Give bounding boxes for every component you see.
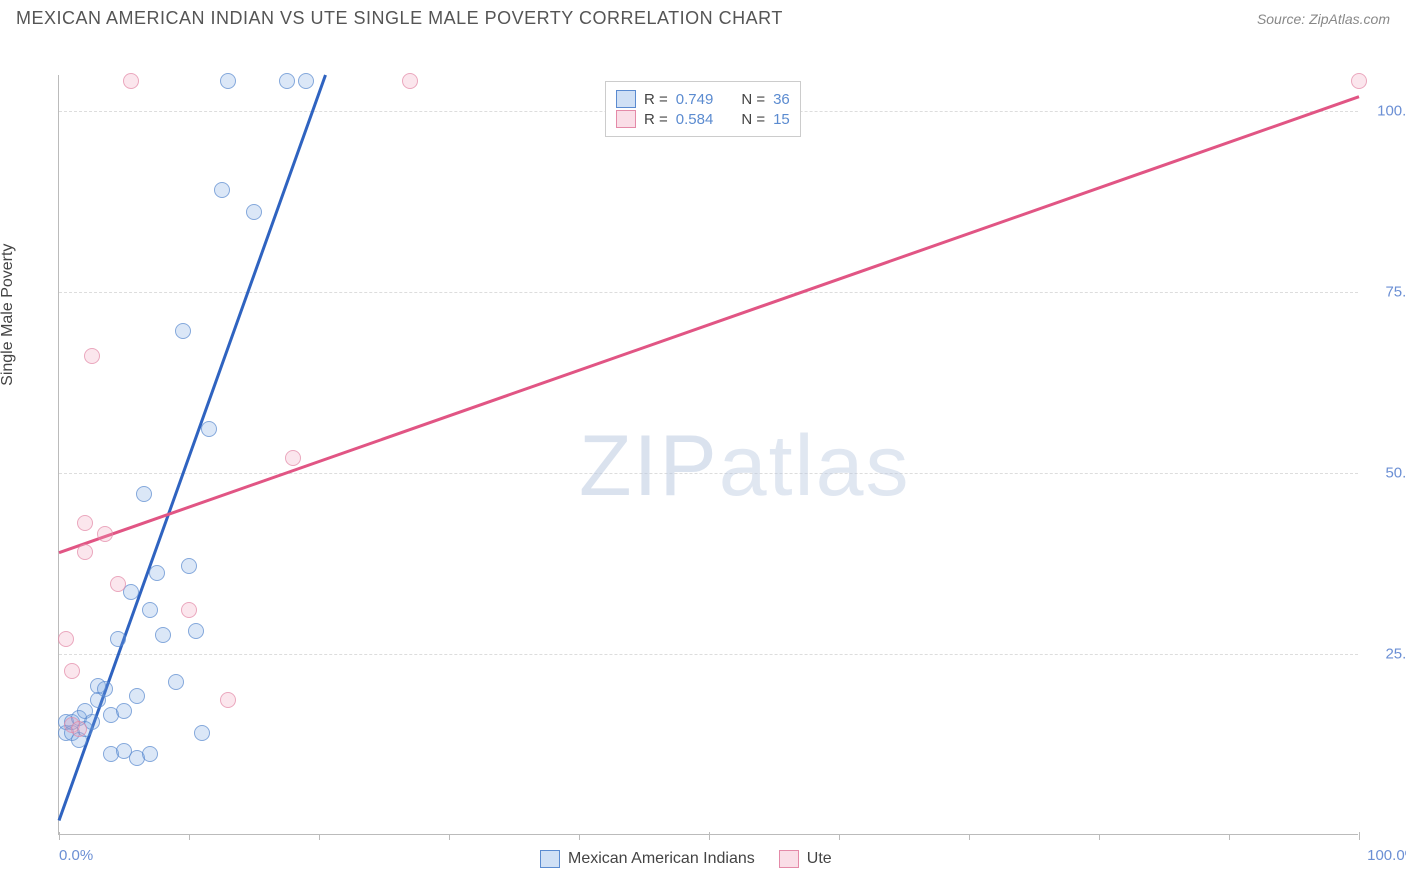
y-axis-label: Single Male Poverty [0,244,17,386]
legend-item: Mexican American Indians [540,850,755,868]
data-point [142,746,158,762]
data-point [181,558,197,574]
chart-container: Single Male Poverty 25.0%50.0%75.0%100.0… [16,33,1390,863]
legend-series-name: Ute [807,850,832,868]
data-point [402,73,418,89]
data-point [77,515,93,531]
data-point [58,631,74,647]
data-point [246,204,262,220]
y-tick-label: 75.0% [1385,284,1406,301]
x-tick-label: 0.0% [59,847,93,864]
legend-n-value: 15 [773,111,790,128]
data-point [149,565,165,581]
legend-swatch [779,850,799,868]
data-point [136,486,152,502]
data-point [279,73,295,89]
y-tick-label: 50.0% [1385,465,1406,482]
source-credit: Source: ZipAtlas.com [1257,11,1390,27]
data-point [168,674,184,690]
x-tick [1359,832,1360,840]
legend-r-label: R = [644,111,668,128]
data-point [220,73,236,89]
legend-row: R = 0.584 N = 15 [616,110,790,128]
legend-row: R = 0.749 N = 36 [616,90,790,108]
data-point [214,182,230,198]
legend-n-label: N = [741,111,765,128]
trend-line [59,75,326,821]
data-point [129,688,145,704]
data-point [1351,73,1367,89]
plot-area: 25.0%50.0%75.0%100.0%0.0%100.0%ZIPatlasR… [58,75,1358,835]
y-tick-label: 100.0% [1377,103,1406,120]
legend-n-label: N = [741,91,765,108]
page-title: MEXICAN AMERICAN INDIAN VS UTE SINGLE MA… [16,8,783,29]
legend-swatch [540,850,560,868]
data-point [194,725,210,741]
data-point [220,692,236,708]
data-point [142,602,158,618]
data-point [175,323,191,339]
legend-r-label: R = [644,91,668,108]
data-point [188,623,204,639]
data-point [285,450,301,466]
legend-n-value: 36 [773,91,790,108]
data-point [97,681,113,697]
correlation-legend: R = 0.749 N = 36 R = 0.584 N = 15 [605,81,801,137]
data-point [201,421,217,437]
legend-r-value: 0.584 [676,111,714,128]
legend-swatch [616,110,636,128]
data-point [116,703,132,719]
legend-series-name: Mexican American Indians [568,850,755,868]
data-point [123,73,139,89]
x-tick-label: 100.0% [1367,847,1406,864]
data-point [110,631,126,647]
y-tick-label: 25.0% [1385,646,1406,663]
data-point [155,627,171,643]
data-point [298,73,314,89]
legend-item: Ute [779,850,832,868]
trend-line [59,97,1359,553]
trend-lines [59,75,1359,835]
data-point [64,663,80,679]
data-point [97,526,113,542]
data-point [181,602,197,618]
data-point [110,576,126,592]
legend-swatch [616,90,636,108]
series-legend: Mexican American Indians Ute [540,850,832,868]
legend-r-value: 0.749 [676,91,714,108]
data-point [84,348,100,364]
data-point [71,721,87,737]
data-point [77,544,93,560]
